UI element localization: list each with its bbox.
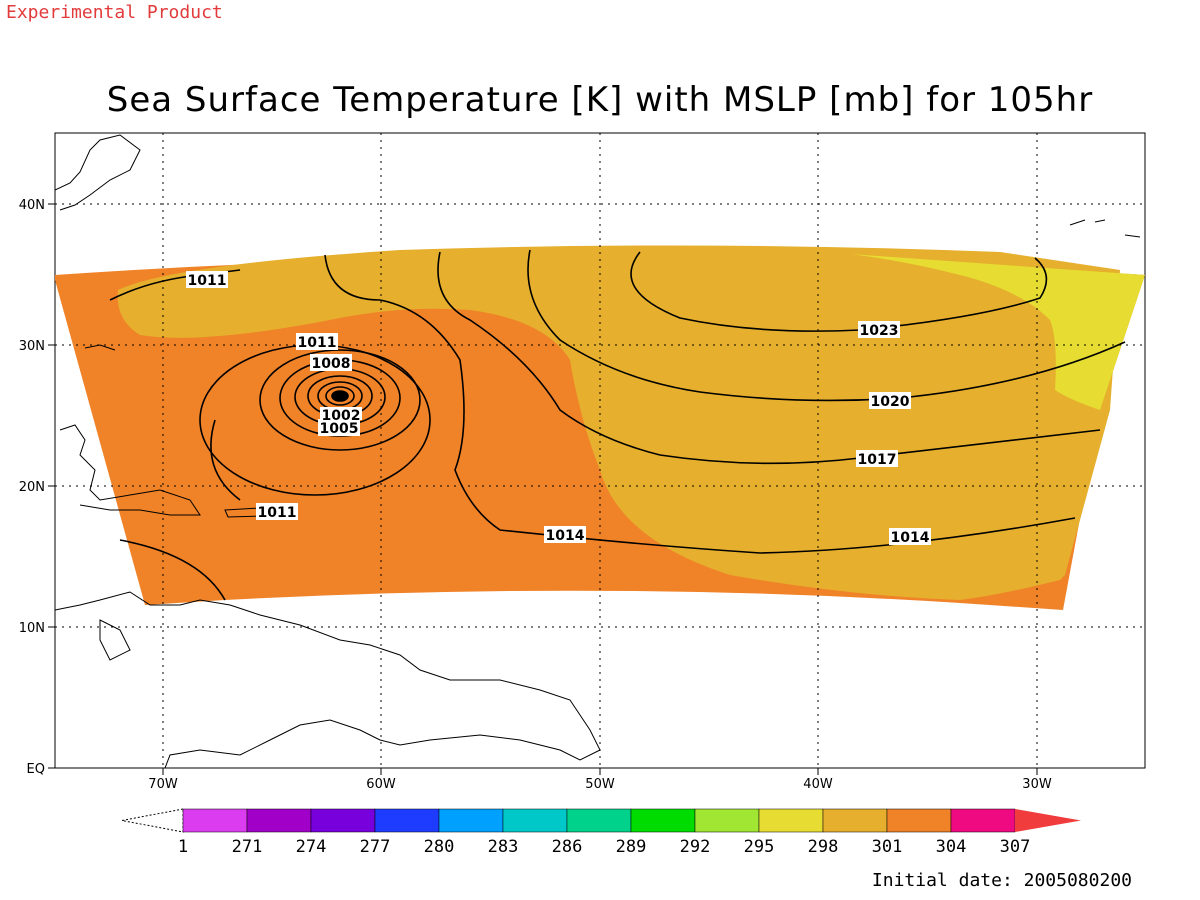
- isobar-label: 1002: [322, 408, 361, 424]
- colorbar-swatch: [694, 808, 760, 833]
- isobar-label: 1014: [891, 530, 930, 546]
- colorbar-label: 1: [178, 837, 188, 857]
- colorbar-swatch: [886, 808, 952, 833]
- isobar-labels: 1011 1011 1008 1005 1002 1011 1014 1014 …: [186, 271, 931, 546]
- colorbar: 1 271 274 277 280 283 286 289 292 295 298 301 304 307: [121, 808, 1081, 857]
- graticule: [55, 133, 1145, 768]
- lat-tick-label: 20N: [19, 480, 45, 495]
- colorbar-swatch: [502, 808, 568, 833]
- colorbar-swatch: [182, 808, 248, 833]
- colorbar-label: 280: [424, 837, 455, 857]
- colorbar-swatch: [374, 808, 440, 833]
- colorbar-label: 283: [488, 837, 519, 857]
- lon-tick-label: 40W: [803, 777, 833, 792]
- isobar-label: 1011: [258, 505, 297, 521]
- colorbar-above-range: [1015, 809, 1081, 832]
- colorbar-label: 271: [232, 837, 263, 857]
- colorbar-swatch: [310, 808, 376, 833]
- lon-tick-label: 70W: [148, 777, 178, 792]
- lat-tick-label: 30N: [19, 339, 45, 354]
- map-title: Sea Surface Temperature [K] with MSLP [m…: [106, 80, 1094, 120]
- axis-ticks: [48, 203, 1038, 775]
- sst-region-298: [850, 254, 1145, 410]
- colorbar-swatch: [438, 808, 504, 833]
- lon-tick-label: 50W: [585, 777, 615, 792]
- colorbar-label: 307: [1000, 837, 1031, 857]
- isobar-label: 1020: [871, 394, 910, 410]
- colorbar-label: 298: [808, 837, 839, 857]
- coastlines: [55, 134, 1141, 768]
- isobar-label: 1014: [546, 528, 585, 544]
- isobar-label: 1017: [858, 452, 897, 468]
- isobar-label: 1023: [860, 323, 899, 339]
- colorbar-label: 274: [296, 837, 327, 857]
- experimental-banner: Experimental Product: [6, 2, 223, 23]
- colorbar-label: 292: [680, 837, 711, 857]
- isobar-label: 1011: [188, 273, 227, 289]
- isobar-label: 1011: [298, 335, 337, 351]
- lat-tick-label: EQ: [27, 762, 45, 777]
- colorbar-label: 301: [872, 837, 903, 857]
- colorbar-below-range: [121, 808, 184, 833]
- lon-tick-label: 60W: [366, 777, 396, 792]
- axis-labels: 70W 60W 50W 40W 30W 40N 30N 20N 10N EQ: [19, 198, 1052, 792]
- colorbar-swatch: [950, 808, 1016, 833]
- colorbar-swatch: [822, 808, 888, 833]
- colorbar-swatch: [758, 808, 824, 833]
- colorbar-label: 304: [936, 837, 967, 857]
- isobar-label: 1008: [312, 356, 351, 372]
- colorbar-label: 295: [744, 837, 775, 857]
- isobar-label: 1005: [320, 421, 359, 437]
- lat-tick-label: 40N: [19, 198, 45, 213]
- colorbar-swatch: [630, 808, 696, 833]
- colorbar-label: 277: [360, 837, 391, 857]
- colorbar-swatch: [246, 808, 312, 833]
- initial-date: Initial date: 2005080200: [871, 870, 1132, 891]
- colorbar-label: 289: [616, 837, 647, 857]
- lat-tick-label: 10N: [19, 621, 45, 636]
- colorbar-swatch: [566, 808, 632, 833]
- lon-tick-label: 30W: [1022, 777, 1052, 792]
- colorbar-label: 286: [552, 837, 583, 857]
